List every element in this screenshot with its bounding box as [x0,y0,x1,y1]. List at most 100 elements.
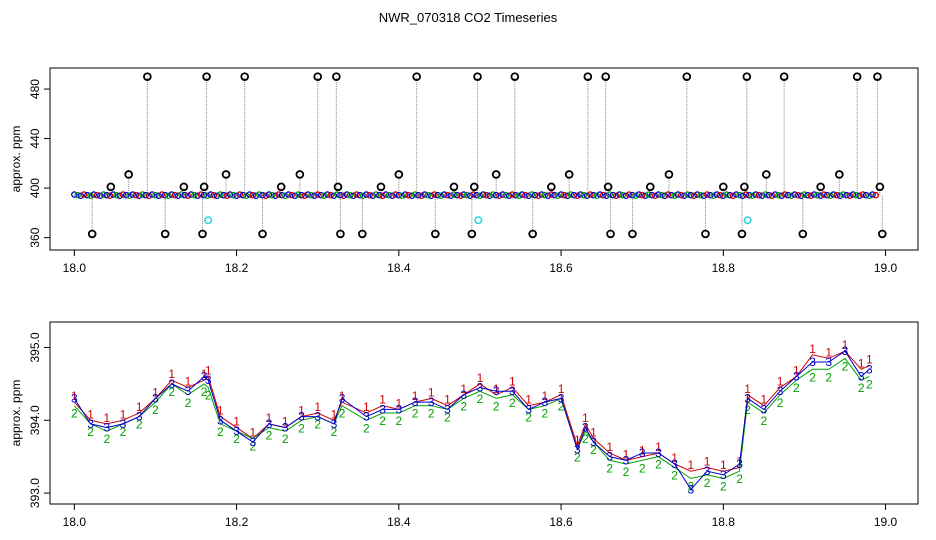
baseline-point [775,191,782,199]
baseline-point [781,191,789,198]
series-2-point-label: 2 [509,396,516,410]
outlier-point [528,229,537,239]
series-3-point-label: 3 [428,395,435,409]
baseline-point [369,192,377,200]
series-3-point-label: 3 [525,402,532,416]
outlier-point [719,182,728,192]
baseline-point [93,191,101,199]
baseline-point [444,191,451,199]
baseline-point [246,191,253,198]
baseline-point [376,191,383,199]
baseline-point [668,191,675,199]
series-2-point-label: 2 [314,418,321,432]
series-1-point-label: 1 [201,367,208,381]
series-2-point-label: 2 [233,432,240,446]
outlier-point [87,229,97,239]
baseline-point [217,191,224,198]
series-1-point-label: 1 [266,411,273,425]
baseline-point [833,191,841,199]
outlier-point [547,182,556,192]
series-1-point-label: 1 [525,393,532,407]
baseline-point [512,191,519,199]
series-2-point-label: 2 [152,403,159,417]
series-1-point-label: 1 [395,396,402,410]
series-2-point-label: 2 [541,407,548,421]
series-2-point-label: 2 [266,429,273,443]
baseline-point [596,191,604,198]
baseline-point [599,191,607,199]
baseline-point [324,191,331,198]
baseline-point [632,192,639,200]
series-1-point-label: 1 [541,389,548,403]
baseline-point [457,192,464,200]
baseline-point [853,191,860,199]
baseline-point [489,191,497,198]
series-3-point-label: 3 [493,384,500,398]
baseline-point [866,192,873,200]
baseline-point [814,191,821,199]
y-tick-label: 394.0 [28,405,42,435]
baseline-point [496,192,503,200]
baseline-point [483,191,490,199]
series-3-point-label: 3 [460,388,467,402]
series-3-point-label: 3 [120,417,127,431]
baseline-point [272,192,279,200]
series-2-point-label: 2 [744,403,751,417]
x-tick-label: 18.8 [712,261,736,275]
series-2-point-label: 2 [688,480,695,494]
series-1-point-label: 1 [282,415,289,429]
y-ticks-top: 360 400 440 480 [28,79,50,248]
series-1-point-label: 1 [136,400,143,414]
x-tick-label: 19.0 [874,515,898,529]
series-3-point-label: 3 [574,442,581,456]
outlier-point [276,182,286,192]
outlier-point [449,182,459,192]
baseline-point [106,192,114,200]
baseline-point [749,192,756,200]
series-3-point-label: 3 [477,381,484,395]
baseline-point [100,191,107,198]
baseline-point [119,191,127,198]
baseline-point [479,191,487,198]
series-1-point-label: 1 [249,425,256,439]
baseline-point [522,191,529,199]
outlier-point [878,229,887,239]
y-tick-label: 400 [28,178,42,198]
baseline-point [784,191,792,199]
baseline-point [80,191,88,198]
baseline-point [174,192,182,200]
baseline-point [301,192,308,200]
baseline-point [285,191,292,198]
baseline-point [275,191,283,198]
series-3-point-label: 3 [266,417,273,431]
baseline-point [778,192,785,200]
baseline-point [651,192,659,200]
outlier-point [313,72,323,81]
baseline-point [204,192,211,200]
series-2-point-label: 2 [249,439,256,453]
baseline-point [431,191,438,198]
series-2-point-label: 2 [582,432,589,446]
outlier-point [798,229,808,239]
baseline-point [771,191,779,198]
baseline-point [330,192,338,200]
baseline-point [794,191,802,199]
baseline-point [197,191,205,198]
outlier-point [221,170,231,179]
outlier-point [333,182,343,192]
series-2-point-label: 2 [185,396,192,410]
outlier-point [606,229,615,239]
baseline-point [476,192,484,200]
baseline-point [658,191,665,199]
outlier-point [779,72,789,81]
baseline-point [77,192,85,200]
baseline-point [415,191,422,199]
series-3-point-label: 3 [168,377,175,391]
series-1-point-label: 1 [379,393,386,407]
x-ticks-top: 18.0 18.2 18.4 18.6 18.8 19.0 [63,250,898,275]
series-2-point-label: 2 [298,421,305,435]
series-3-point-label: 3 [152,391,159,405]
outlier-point [394,170,404,179]
